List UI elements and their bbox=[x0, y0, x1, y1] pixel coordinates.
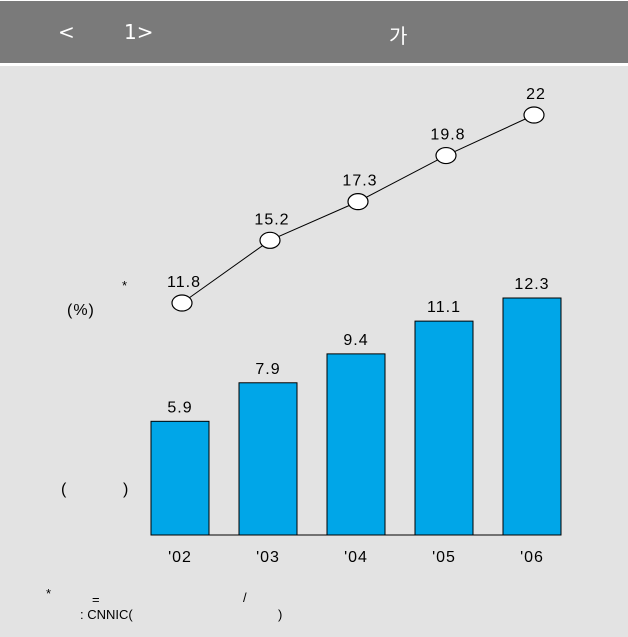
bar-value-label-4: 12.3 bbox=[514, 276, 549, 293]
header-bar: < 1> 가 bbox=[0, 1, 628, 63]
line-asterisk: * bbox=[122, 278, 127, 293]
x-tick-label-4: '06 bbox=[520, 549, 544, 566]
footnote-equals: = bbox=[92, 592, 100, 607]
line-value-label-2: 17.3 bbox=[342, 173, 377, 190]
line-marker-2 bbox=[347, 193, 369, 211]
bar-value-label-1: 7.9 bbox=[255, 361, 280, 378]
line-marker-4 bbox=[523, 106, 545, 124]
x-tick-label-1: '03 bbox=[256, 549, 280, 566]
bar-3 bbox=[414, 320, 474, 536]
line-value-label-1: 15.2 bbox=[254, 211, 289, 228]
x-tick-label-2: '04 bbox=[344, 549, 368, 566]
line-marker-0 bbox=[171, 294, 193, 312]
line-marker-3 bbox=[435, 146, 457, 165]
bar-unit-open: ( bbox=[61, 481, 67, 498]
line-value-label-0: 11.8 bbox=[167, 274, 201, 291]
line-value-label-3: 19.8 bbox=[430, 127, 465, 144]
bar-4 bbox=[502, 297, 562, 536]
x-tick-label-0: '02 bbox=[168, 549, 192, 566]
bar-value-label-3: 11.1 bbox=[427, 299, 461, 316]
combo-chart: 5.9 7.9 9.4 11.1 12.3 '02 '03 '04 '05 '06 11.8 15… bbox=[46, 86, 562, 622]
line-marker-1 bbox=[259, 231, 281, 249]
x-tick-label-3: '05 bbox=[432, 549, 456, 566]
line-series bbox=[171, 106, 545, 312]
bar-value-label-2: 9.4 bbox=[343, 332, 368, 349]
bar-unit-close: ) bbox=[123, 481, 129, 498]
prev-symbol: < bbox=[58, 20, 75, 44]
line-value-label-4: 22 bbox=[526, 86, 546, 103]
bar-2 bbox=[326, 353, 386, 536]
bar-1 bbox=[238, 382, 298, 536]
line-value-labels: 11.8 15.2 17.3 19.8 22 bbox=[167, 86, 546, 291]
footnote-slash: / bbox=[243, 590, 247, 605]
bar-0 bbox=[150, 420, 210, 536]
percent-label: (%) bbox=[67, 302, 95, 319]
bar-value-labels: 5.9 7.9 9.4 11.1 12.3 bbox=[167, 276, 549, 416]
bar-series bbox=[150, 297, 562, 536]
bar-value-label-0: 5.9 bbox=[167, 399, 192, 416]
footnote-source: : CNNIC( bbox=[80, 607, 133, 622]
title-char: 가 bbox=[389, 24, 408, 48]
footnote-asterisk: * bbox=[46, 586, 51, 601]
footnote-source-close: ) bbox=[278, 607, 282, 622]
page-marker: 1> bbox=[124, 20, 154, 44]
x-tick-labels: '02 '03 '04 '05 '06 bbox=[168, 549, 544, 566]
